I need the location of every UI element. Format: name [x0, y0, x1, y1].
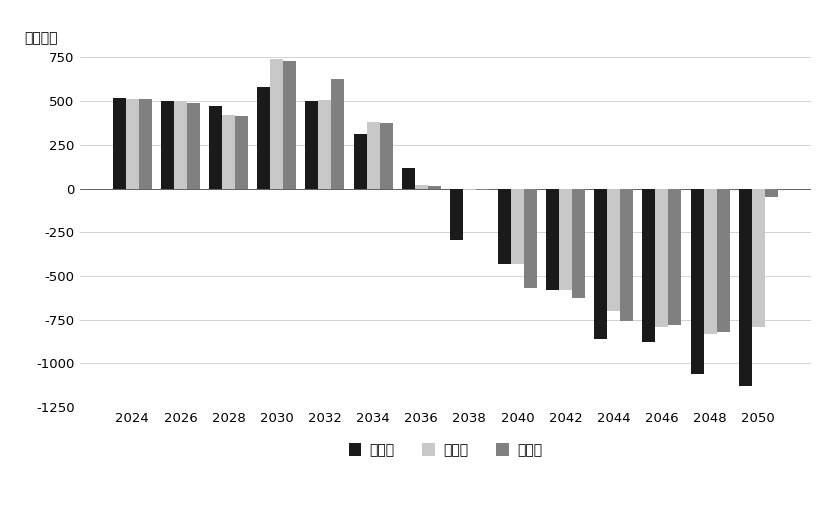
Bar [161, 101, 174, 188]
Legend: 低方案, 中方案, 高方案: 低方案, 中方案, 高方案 [343, 438, 548, 463]
Bar [354, 134, 367, 188]
Bar [511, 188, 524, 264]
Bar [257, 87, 270, 188]
Bar [379, 123, 392, 188]
Bar [668, 188, 681, 325]
Bar [209, 106, 222, 188]
Bar [559, 188, 572, 290]
Bar [283, 61, 297, 188]
Bar [717, 188, 729, 332]
Bar [401, 168, 415, 188]
Bar [738, 188, 752, 386]
Bar [222, 115, 235, 188]
Bar [331, 79, 344, 188]
Bar [415, 185, 428, 188]
Bar [498, 188, 511, 264]
Bar [643, 188, 656, 342]
Bar [691, 188, 704, 374]
Bar [235, 116, 248, 188]
Bar [318, 100, 331, 188]
Bar [752, 188, 765, 327]
Bar [476, 188, 489, 191]
Bar [270, 59, 283, 188]
Bar [139, 99, 152, 188]
Bar [607, 188, 620, 311]
Bar [620, 188, 634, 322]
Bar [428, 186, 441, 188]
Bar [765, 188, 778, 197]
Text: （万人）: （万人） [25, 31, 58, 45]
Bar [594, 188, 607, 339]
Bar [306, 101, 318, 188]
Bar [174, 101, 187, 188]
Bar [656, 188, 668, 327]
Bar [113, 98, 126, 188]
Bar [524, 188, 537, 288]
Bar [367, 122, 379, 188]
Bar [546, 188, 559, 290]
Bar [450, 188, 463, 240]
Bar [572, 188, 585, 298]
Bar [126, 99, 139, 188]
Bar [463, 188, 476, 191]
Bar [187, 103, 200, 188]
Bar [704, 188, 717, 334]
